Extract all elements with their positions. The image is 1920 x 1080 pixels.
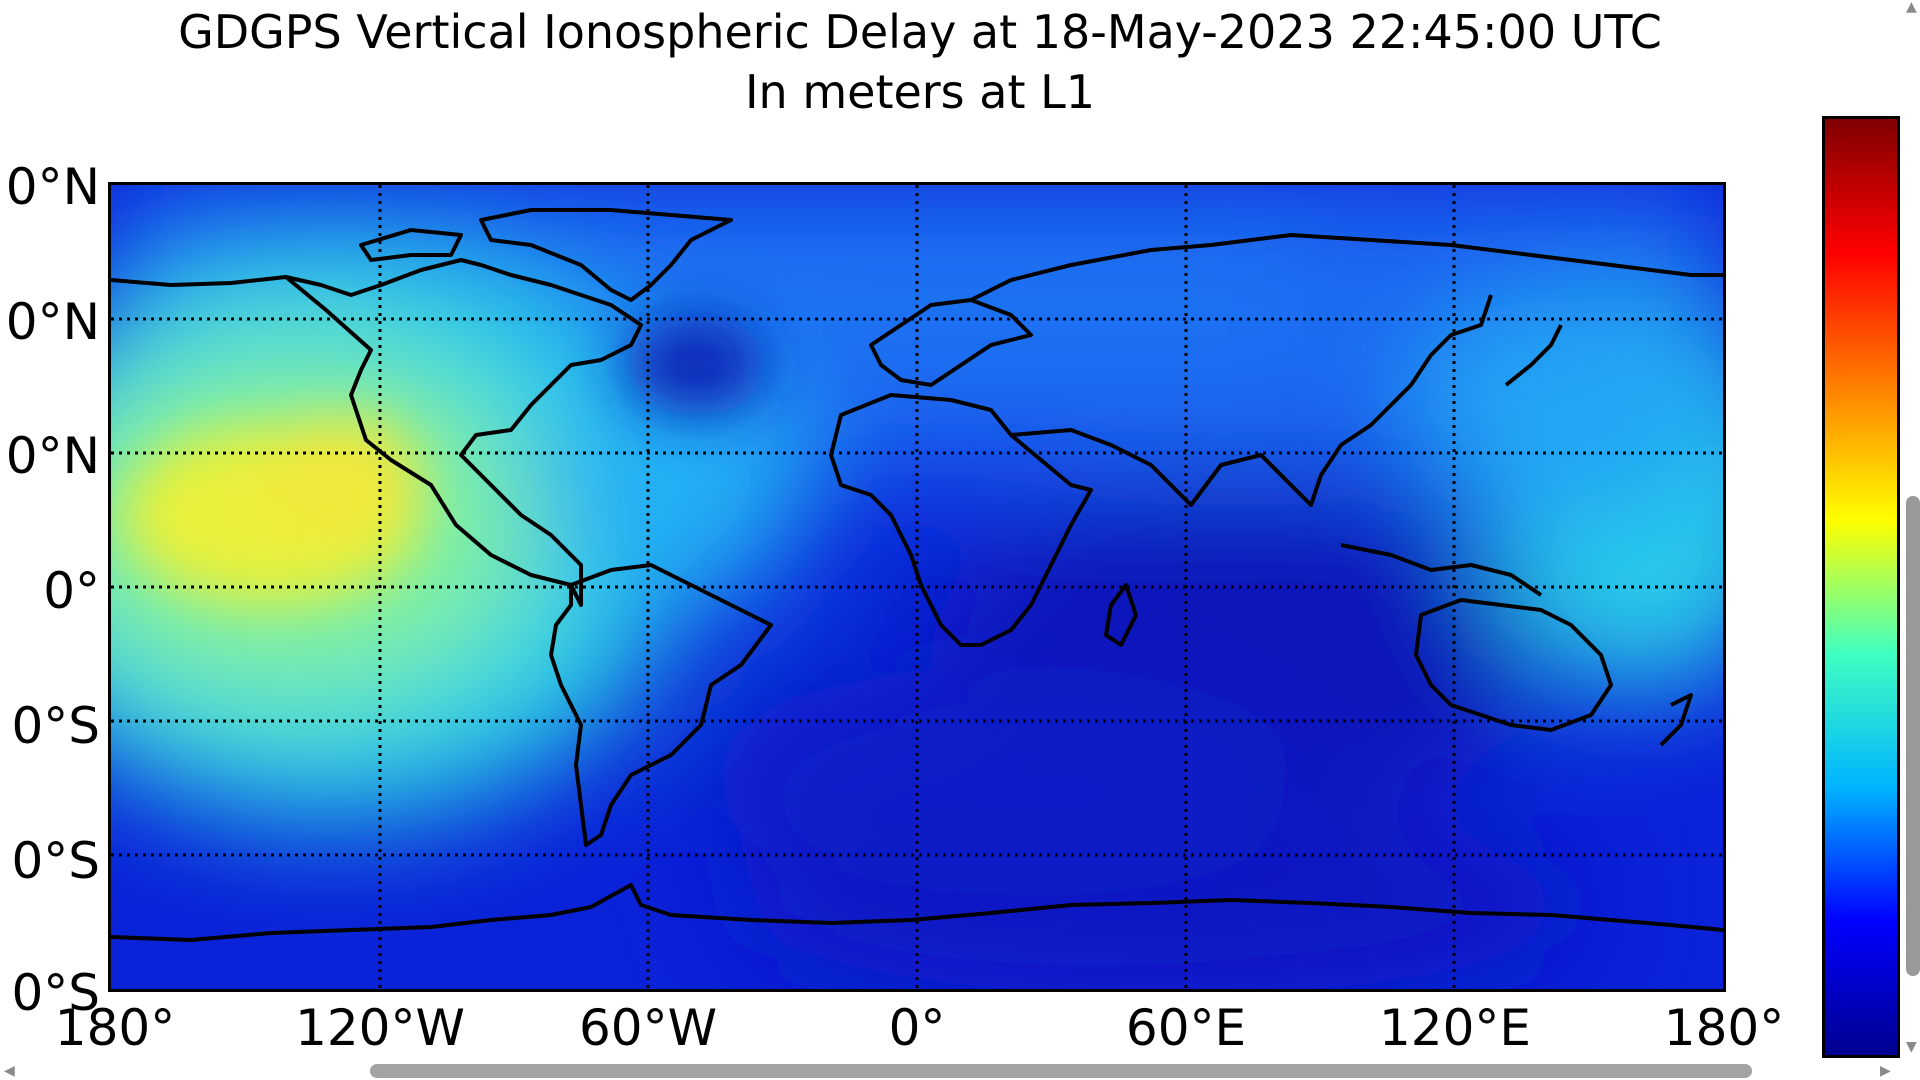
colorbar [1822, 116, 1900, 1058]
lat-label-30s: 0°S [11, 697, 100, 755]
coast-north-asia [970, 233, 1723, 302]
lat-label-90n: 0°N [5, 158, 100, 216]
coast-madagascar [1104, 583, 1138, 647]
lat-label-90s: 0°S [11, 964, 100, 1022]
coast-indonesia [1340, 543, 1543, 597]
scroll-right-arrow[interactable]: ▶ [1880, 1063, 1891, 1079]
coast-north-america [111, 258, 643, 607]
high-delay-region-pacific-peak [261, 415, 421, 535]
chart-title: GDGPS Vertical Ionospheric Delay at 18-M… [110, 0, 1730, 122]
vertical-delay-map [108, 182, 1726, 992]
lon-label-60w: 60°W [578, 999, 718, 1057]
vertical-scrollbar-thumb[interactable] [1906, 496, 1920, 976]
coast-japan [1504, 324, 1563, 387]
lat-label-30n: 0°N [5, 427, 100, 485]
coast-south-america [549, 563, 773, 847]
lon-label-60e: 60°E [1125, 999, 1247, 1057]
scroll-left-arrow[interactable]: ◀ [4, 1063, 15, 1079]
coast-greenland [479, 208, 733, 302]
lat-label-60s: 0°S [11, 832, 100, 890]
title-line-2: In meters at L1 [744, 65, 1096, 119]
map-canvas [111, 185, 1723, 989]
coastlines [111, 208, 1723, 942]
coast-antarctica [111, 883, 1723, 942]
lon-label-0: 0° [888, 999, 946, 1057]
coast-europe [869, 298, 1033, 387]
lon-label-180e: 180° [1663, 999, 1785, 1057]
scroll-up-arrow[interactable]: ▲ [1906, 0, 1917, 15]
lon-label-120e: 120°E [1378, 999, 1532, 1057]
lon-label-120w: 120°W [295, 999, 465, 1057]
colorbar-gradient [1825, 119, 1897, 1055]
lat-label-0: 0° [43, 562, 100, 620]
graticule [111, 185, 1723, 989]
coast-australia [1414, 598, 1613, 732]
scroll-down-arrow[interactable]: ▼ [1906, 1039, 1917, 1055]
low-delay-region-greenland [626, 315, 766, 415]
lon-label-180w: 180° [54, 999, 176, 1057]
lat-label-60n: 0°N [5, 293, 100, 351]
coast-africa [829, 393, 1093, 647]
title-line-1: GDGPS Vertical Ionospheric Delay at 18-M… [178, 5, 1662, 59]
coast-south-asia [1010, 294, 1493, 507]
coast-arctic-islands [359, 228, 463, 262]
coast-new-zealand [1659, 693, 1693, 747]
horizontal-scrollbar-thumb[interactable] [370, 1064, 1752, 1078]
